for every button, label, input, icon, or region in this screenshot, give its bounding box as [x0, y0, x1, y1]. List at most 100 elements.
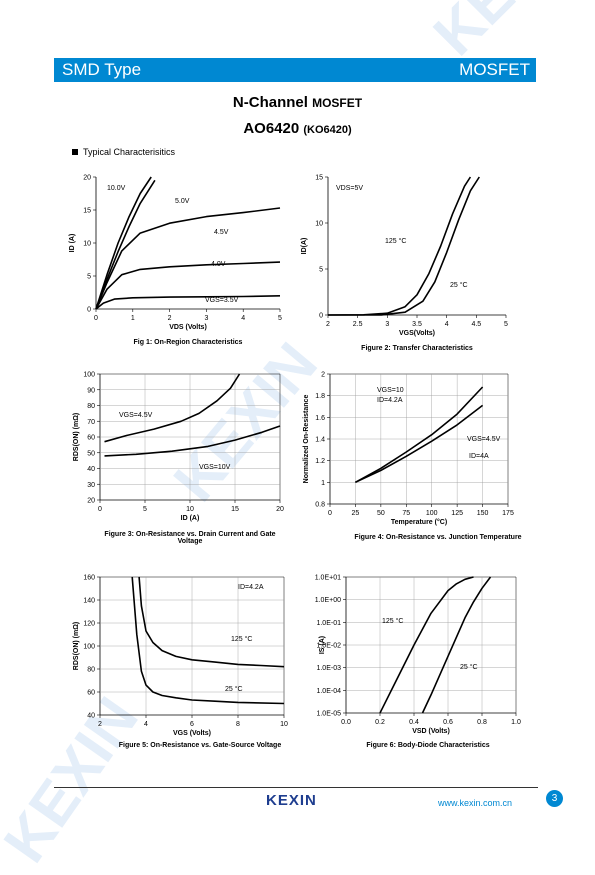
series-line — [379, 576, 474, 714]
y-tick-label: 20 — [87, 498, 95, 505]
website-link[interactable]: www.kexin.com.cn — [438, 798, 513, 808]
title-sub: MOSFET — [312, 96, 363, 110]
x-axis-label: VGS(Volts) — [399, 330, 435, 337]
y-tick-label: 100 — [83, 372, 95, 379]
kexin-logo: KEXIN — [266, 792, 317, 809]
y-axis-label: ID(A) — [301, 238, 308, 255]
y-tick-label: 0 — [87, 307, 91, 314]
series-line — [131, 576, 285, 705]
series-label: 25 °C — [460, 663, 478, 671]
y-tick-label: 30 — [87, 482, 95, 489]
part-number: AO6420 — [243, 120, 300, 137]
y-tick-label: 1.4 — [315, 437, 325, 444]
y-tick-label: 1.0E-03 — [316, 665, 341, 672]
series-label: 5.0V — [175, 198, 190, 205]
x-tick-label: 75 — [402, 510, 410, 517]
header-banner: SMD Type MOSFET — [54, 58, 536, 82]
x-axis-label: VDS (Volts) — [169, 324, 207, 331]
series-label: 125 °C — [231, 635, 252, 643]
series-label: VGS=10V — [199, 464, 231, 471]
x-tick-label: 4 — [144, 721, 148, 728]
y-tick-label: 60 — [87, 435, 95, 442]
x-axis-label: VSD (Volts) — [412, 728, 450, 735]
caption-fig3: Figure 3: On-Resistance vs. Drain Curren… — [104, 531, 276, 545]
alt-part-number: (KO6420) — [303, 124, 352, 136]
section-title: Typical Characterisitics — [83, 147, 176, 157]
title-main: N-Channel — [232, 94, 308, 111]
annotation-label: VGS=10 — [377, 387, 404, 394]
y-axis-label: RDS(ON) (mΩ) — [73, 413, 80, 461]
series-line — [104, 425, 281, 457]
y-tick-label: 100 — [83, 644, 95, 651]
x-tick-label: 0.4 — [409, 719, 419, 726]
y-tick-label: 0.8 — [315, 502, 325, 509]
y-tick-label: 1.2 — [315, 458, 325, 465]
x-tick-label: 5 — [143, 506, 147, 513]
x-axis-label: VGS (Volts) — [173, 730, 211, 737]
x-tick-label: 1 — [131, 315, 135, 322]
series-line — [95, 179, 156, 310]
series-label: 25 °C — [225, 685, 243, 693]
series-label: 125 °C — [385, 237, 406, 245]
annotation-label: VDS=5V — [336, 185, 363, 192]
section-heading: Typical Characterisitics — [72, 147, 175, 157]
x-tick-label: 125 — [451, 510, 463, 517]
y-tick-label: 15 — [83, 208, 91, 215]
y-axis-label: RDS(ON) (mΩ) — [73, 622, 80, 670]
series-line — [327, 176, 480, 316]
x-tick-label: 150 — [477, 510, 489, 517]
footer-divider — [54, 787, 538, 788]
x-tick-label: 5 — [278, 315, 282, 322]
series-label: 25 °C — [450, 281, 468, 289]
x-tick-label: 2 — [326, 321, 330, 328]
y-tick-label: 1.0E-05 — [316, 711, 341, 718]
y-tick-label: 80 — [87, 403, 95, 410]
mosfet-label: MOSFET — [459, 60, 530, 79]
y-tick-label: 15 — [315, 175, 323, 182]
caption-fig1: Fig 1: On-Region Characteristics — [133, 339, 243, 346]
y-tick-label: 1.6 — [315, 415, 325, 422]
bullet-square-icon — [72, 149, 78, 155]
x-tick-label: 2.5 — [353, 321, 363, 328]
caption-fig2: Figure 2: Transfer Characteristics — [361, 345, 473, 352]
x-tick-label: 0 — [94, 315, 98, 322]
y-tick-label: 1 — [321, 480, 325, 487]
y-tick-label: 50 — [87, 450, 95, 457]
x-tick-label: 4 — [241, 315, 245, 322]
x-tick-label: 5 — [504, 321, 508, 328]
series-line — [355, 404, 484, 484]
y-tick-label: 1.0E+01 — [315, 575, 341, 582]
annotation-label: ID=4.2A — [377, 397, 403, 404]
y-tick-label: 40 — [87, 466, 95, 473]
x-tick-label: 15 — [231, 506, 239, 513]
series-line — [95, 207, 281, 310]
smd-type-label: SMD Type — [62, 60, 142, 79]
x-tick-label: 0.8 — [477, 719, 487, 726]
series-line — [327, 176, 472, 316]
y-axis-label: IS (A) — [319, 636, 326, 654]
x-tick-label: 0 — [328, 510, 332, 517]
annotation-label: ID=4.2A — [238, 584, 264, 591]
caption-fig4: Figure 4: On-Resistance vs. Junction Tem… — [354, 534, 522, 541]
series-line — [138, 576, 285, 668]
series-line — [95, 295, 281, 310]
y-tick-label: 20 — [83, 175, 91, 182]
title-line-1: N-Channel MOSFET — [0, 94, 595, 111]
y-tick-label: 1.0E-01 — [316, 620, 341, 627]
series-line — [355, 386, 484, 484]
y-tick-label: 2 — [321, 372, 325, 379]
x-axis-label: Temperature (°C) — [391, 518, 447, 526]
series-label: VGS=3.5V — [205, 297, 239, 304]
x-axis-label: ID (A) — [181, 515, 200, 522]
x-tick-label: 100 — [426, 510, 438, 517]
y-tick-label: 60 — [87, 690, 95, 697]
series-label: 4.5V — [214, 229, 229, 236]
y-tick-label: 1.0E-02 — [316, 643, 341, 650]
y-tick-label: 80 — [87, 667, 95, 674]
x-tick-label: 3 — [204, 315, 208, 322]
x-tick-label: 50 — [377, 510, 385, 517]
series-label: 125 °C — [382, 617, 403, 625]
y-tick-label: 40 — [87, 713, 95, 720]
annotation-label: ID=4A — [469, 453, 489, 460]
